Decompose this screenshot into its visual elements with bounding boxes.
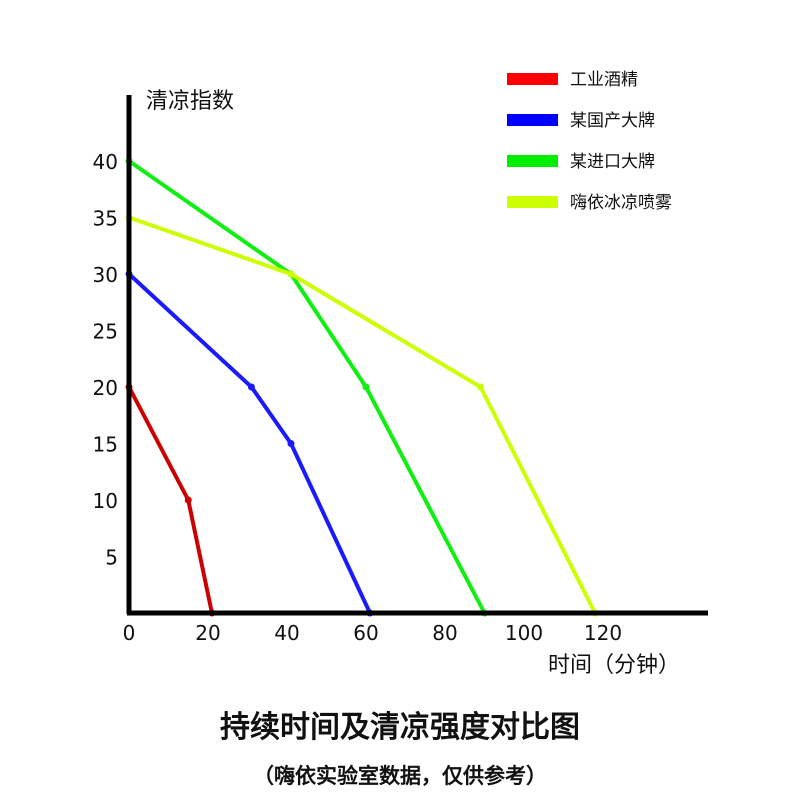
x-tick-label-80: 80 (432, 621, 457, 645)
legend-swatch-1 (507, 114, 558, 126)
legend-label-3: 嗨依冰凉喷雾 (570, 193, 672, 213)
data-point-3-1 (287, 270, 295, 278)
legend-swatch-0 (507, 73, 558, 85)
x-axis-title: 时间（分钟） (548, 653, 680, 678)
x-tick-label-60: 60 (353, 621, 378, 645)
x-tick-label-100: 100 (505, 621, 543, 645)
series-line-0 (127, 386, 214, 614)
data-point-3-2 (477, 383, 485, 391)
x-tick-label-0: 0 (123, 621, 136, 645)
x-tick-label-40: 40 (274, 621, 299, 645)
y-tick-label-20: 20 (93, 376, 118, 400)
series-layer (125, 157, 599, 617)
series-line-3 (128, 215, 597, 614)
legend-label-0: 工业酒精 (570, 70, 638, 90)
series-line-2 (127, 159, 487, 614)
data-point-2-2 (362, 383, 370, 391)
tick-layer: 5 10 15 20 25 30 35 40 0 20 40 60 80 100 120 (93, 150, 623, 645)
y-tick-label-35: 35 (93, 207, 118, 231)
chart-title: 持续时间及清凉强度对比图 (220, 710, 580, 745)
legend-label-2: 某进口大牌 (570, 152, 655, 172)
y-tick-label-25: 25 (93, 320, 118, 344)
x-tick-label-20: 20 (195, 621, 220, 645)
y-tick-label-10: 10 (93, 489, 118, 513)
legend-label-1: 某国产大牌 (570, 111, 655, 131)
chart-subtitle: （嗨依实验室数据，仅供参考） (253, 764, 547, 788)
series-line-1 (127, 272, 372, 614)
legend-swatch-3 (507, 196, 558, 208)
y-tick-label-30: 30 (93, 263, 118, 287)
data-point-0-1 (184, 496, 192, 504)
axes-layer (126, 95, 708, 616)
data-point-1-2 (287, 440, 295, 447)
y-tick-label-40: 40 (93, 150, 118, 174)
y-tick-label-15: 15 (93, 433, 118, 457)
y-tick-label-5: 5 (105, 546, 118, 570)
data-point-1-1 (247, 383, 255, 391)
y-axis-title: 清凉指数 (146, 89, 234, 114)
legend-swatch-2 (507, 155, 558, 167)
x-tick-label-120: 120 (584, 621, 622, 645)
